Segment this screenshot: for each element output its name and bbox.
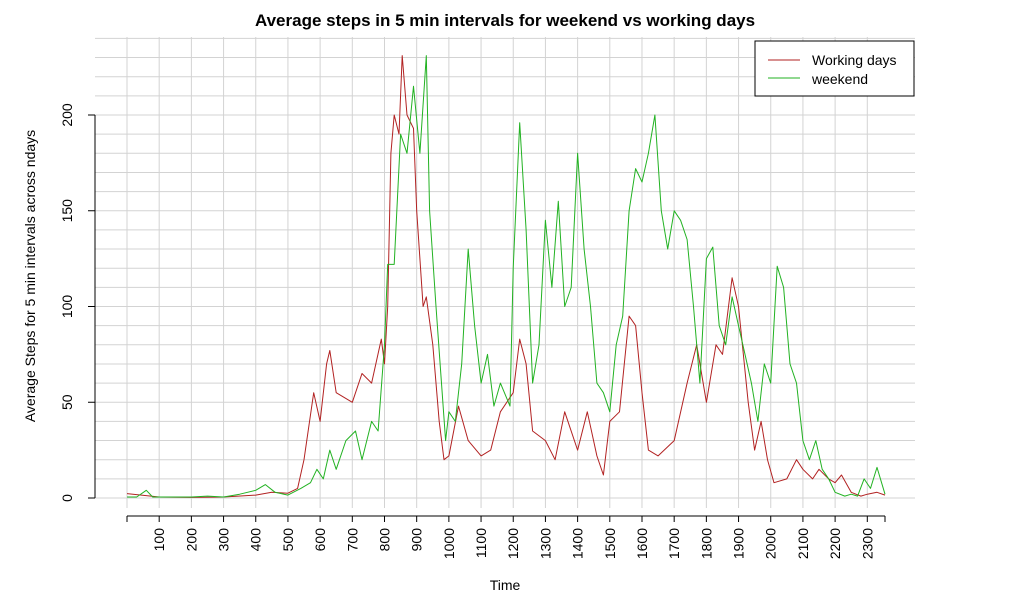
grid	[95, 37, 915, 508]
x-tick-label: 500	[280, 528, 296, 552]
x-tick-label: 1000	[441, 528, 457, 559]
x-tick-label: 700	[344, 528, 360, 552]
plot-area	[126, 55, 886, 498]
x-tick-label: 1700	[666, 528, 682, 559]
x-tick-label: 1300	[537, 528, 553, 559]
x-tick-label: 2000	[763, 528, 779, 559]
x-tick-label: 900	[409, 528, 425, 552]
y-tick-label: 150	[59, 199, 75, 223]
x-tick-label: 1500	[602, 528, 618, 559]
x-tick-label: 1900	[731, 528, 747, 559]
y-axis-label: Average Steps for 5 min intervals across…	[22, 130, 38, 422]
y-axis: 0 50 100 150 200	[59, 103, 96, 502]
x-tick-label: 2300	[859, 528, 875, 559]
x-tick-label: 100	[151, 528, 167, 552]
x-tick-label: 1200	[505, 528, 521, 559]
y-tick-label: 100	[59, 295, 75, 319]
x-tick-label: 1800	[698, 528, 714, 559]
x-tick-label: 1400	[570, 528, 586, 559]
x-tick-label: 800	[376, 528, 392, 552]
x-tick-label: 2100	[795, 528, 811, 559]
x-axis-label: Time	[490, 577, 521, 593]
x-axis: 100 200 300 400 500 600 700 800 900 1000 1100 1200 1…	[126, 515, 886, 559]
x-tick-label: 400	[248, 528, 264, 552]
y-tick-label: 50	[59, 394, 75, 410]
legend-label-weekend: weekend	[811, 71, 868, 87]
x-tick-label: 300	[216, 528, 232, 552]
x-tick-label: 1600	[634, 528, 650, 559]
x-tick-label: 200	[183, 528, 199, 552]
series-line-weekend	[127, 55, 886, 498]
x-tick-label: 600	[312, 528, 328, 552]
legend-label-working-days: Working days	[812, 52, 897, 68]
series-line-working-days	[126, 55, 886, 498]
chart-title: Average steps in 5 min intervals for wee…	[255, 11, 755, 30]
x-tick-label: 2200	[827, 528, 843, 559]
y-tick-label: 0	[59, 494, 75, 502]
legend-box	[754, 40, 915, 97]
y-tick-label: 200	[59, 103, 75, 127]
legend: Working days weekend	[754, 40, 915, 97]
x-tick-label: 1100	[473, 528, 489, 558]
